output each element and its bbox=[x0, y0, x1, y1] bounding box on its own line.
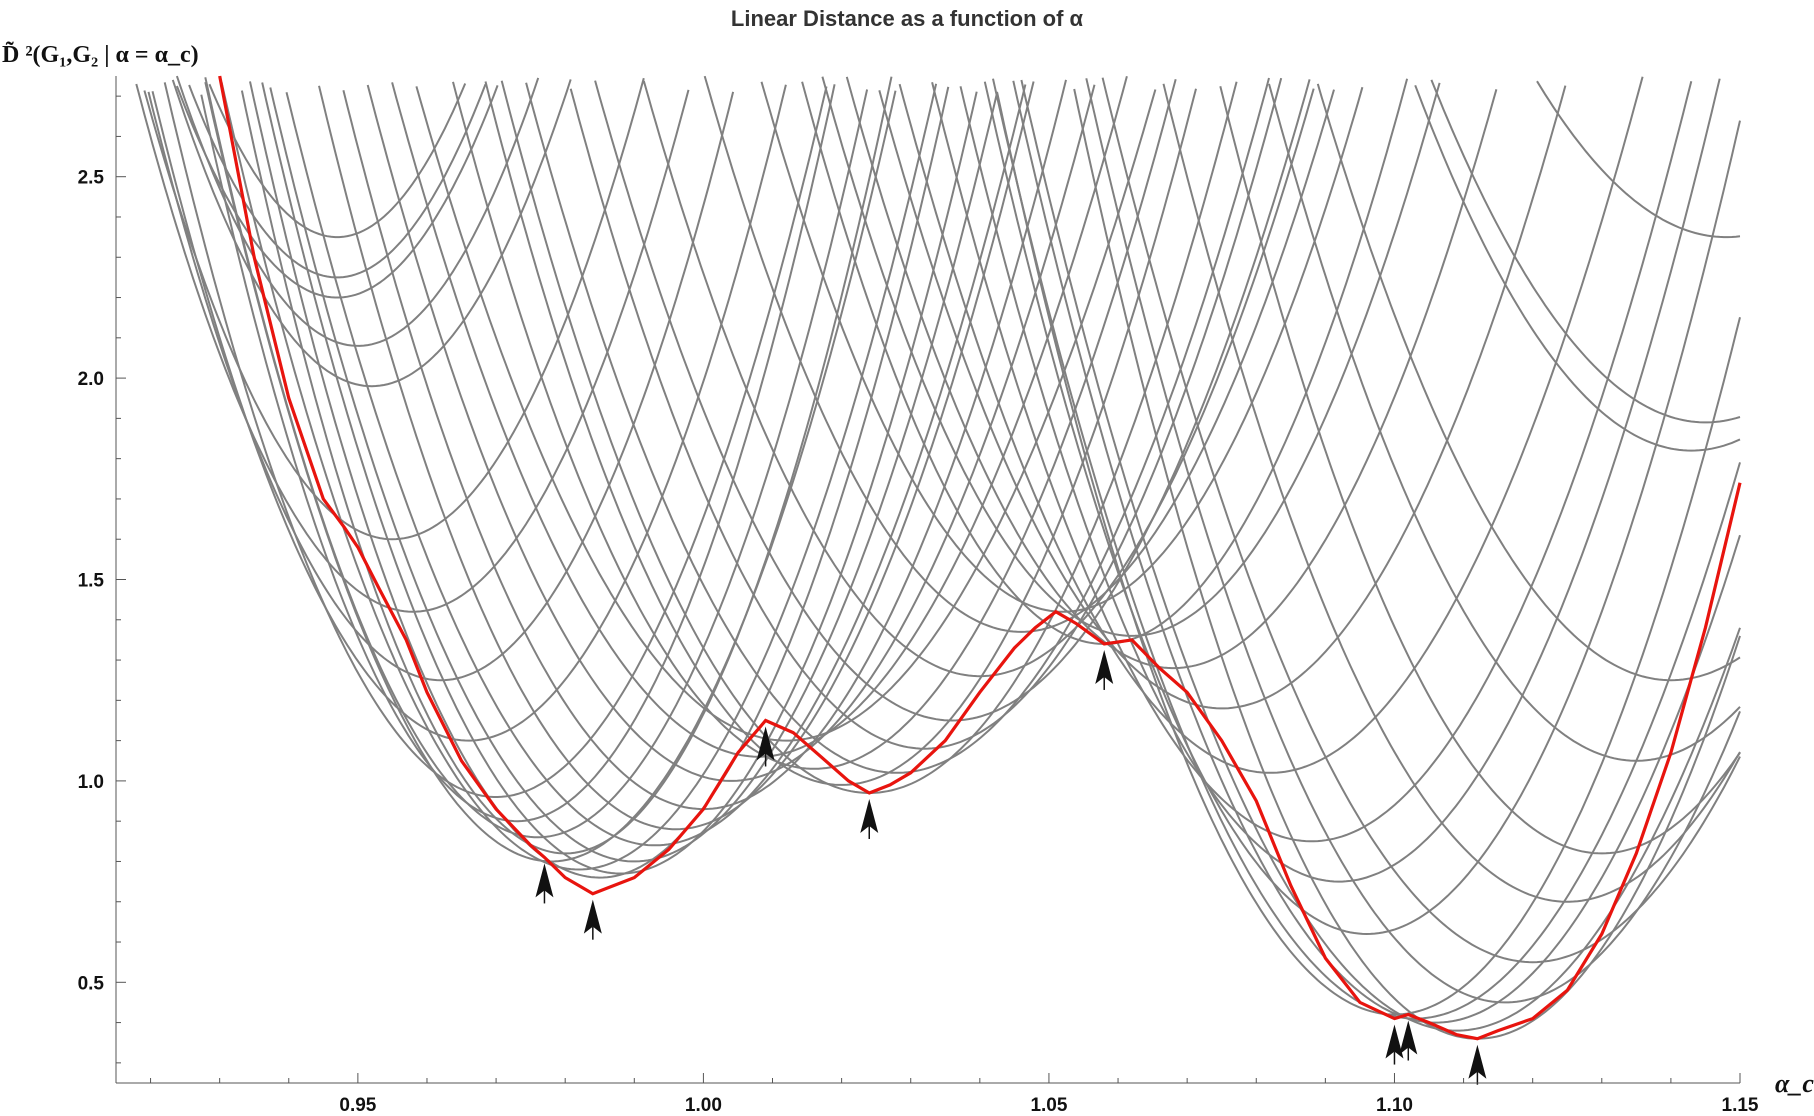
gray-curve bbox=[1085, 78, 1741, 1004]
gray-curve bbox=[135, 83, 690, 613]
gray-curve bbox=[261, 82, 978, 875]
gray-curve bbox=[285, 84, 1027, 847]
gray-curve bbox=[1316, 83, 1741, 682]
gray-curve bbox=[269, 87, 998, 863]
y-tick-label: 2.5 bbox=[78, 168, 105, 189]
gray-curve bbox=[415, 86, 1157, 742]
x-tick-label: 1.15 bbox=[1722, 1095, 1759, 1116]
gray-curve bbox=[1268, 83, 1741, 762]
gray-curve bbox=[594, 79, 1311, 722]
gray-curve bbox=[318, 81, 1035, 831]
gray-curve bbox=[821, 76, 1441, 637]
gray-curve bbox=[525, 77, 1270, 774]
minimum-arrow bbox=[756, 726, 775, 767]
x-tick-label: 1.10 bbox=[1376, 1095, 1413, 1116]
gray-curve bbox=[204, 77, 869, 839]
gray-curve bbox=[366, 84, 1096, 782]
gray-curve bbox=[801, 78, 1409, 645]
x-tick-label: 1.05 bbox=[1030, 1095, 1067, 1116]
gray-curve bbox=[1430, 79, 1741, 424]
y-tick-label: 2.0 bbox=[78, 369, 104, 390]
gray-curve bbox=[1536, 80, 1741, 239]
gray-curve bbox=[220, 82, 938, 871]
gray-curve bbox=[1162, 83, 1741, 903]
x-axis-ticks: 0.95 1.00 1.05 1.10 1.15 bbox=[150, 1073, 1759, 1116]
gray-curve bbox=[845, 76, 1498, 670]
y-tick-label: 1.0 bbox=[78, 772, 104, 793]
x-tick-label: 1.00 bbox=[685, 1095, 722, 1116]
gray-curve bbox=[163, 82, 828, 798]
y-axis-label: D̃ ²(G₁,G₂ | α = α_c) bbox=[2, 42, 199, 68]
x-tick-label: 0.95 bbox=[339, 1095, 376, 1116]
gray-curve bbox=[1073, 88, 1741, 1040]
minimum-arrow bbox=[583, 899, 602, 940]
gray-curve bbox=[983, 81, 1741, 936]
chart-title: Linear Distance as a function of α bbox=[731, 6, 1084, 31]
gray-curve bbox=[188, 83, 487, 279]
minimum-arrow bbox=[1399, 1020, 1418, 1061]
gray-curve bbox=[204, 81, 897, 863]
gray-curve bbox=[1219, 86, 1741, 855]
gray-curve bbox=[931, 80, 1693, 843]
gray-curve bbox=[484, 81, 1197, 786]
gray-curve bbox=[1012, 80, 1741, 1024]
y-tick-label: 1.5 bbox=[78, 571, 105, 592]
y-axis-ticks: 0.5 1.0 1.5 2.0 2.5 bbox=[78, 95, 126, 1064]
minimum-arrow bbox=[535, 863, 554, 904]
gray-curve bbox=[703, 75, 1335, 633]
gray-curve bbox=[452, 78, 1177, 770]
minimum-arrow bbox=[1468, 1044, 1487, 1085]
gray-curve bbox=[760, 81, 1364, 613]
gray-curve bbox=[959, 78, 1721, 883]
gray-curve bbox=[569, 77, 1283, 750]
parabola-curves bbox=[135, 75, 1741, 1040]
gray-curve bbox=[1101, 77, 1741, 964]
gray-curve bbox=[240, 76, 893, 855]
minimum-arrow bbox=[860, 798, 879, 839]
gray-curve bbox=[898, 76, 1644, 774]
minimum-arrow bbox=[1385, 1024, 1404, 1065]
minima-arrows bbox=[535, 649, 1487, 1085]
gray-curve bbox=[208, 83, 467, 239]
x-axis-label: α_c bbox=[1775, 1069, 1814, 1098]
gray-curve bbox=[878, 85, 1567, 710]
gray-curve bbox=[175, 85, 499, 299]
gray-curve bbox=[143, 77, 645, 541]
envelope-series-line bbox=[218, 75, 1742, 1041]
minimum-arrow bbox=[1095, 649, 1114, 690]
gray-curve bbox=[200, 84, 836, 823]
gray-curve bbox=[175, 75, 540, 347]
gray-curve bbox=[996, 91, 1741, 1016]
y-tick-label: 0.5 bbox=[78, 973, 105, 994]
gray-curve bbox=[249, 81, 950, 879]
gray-curve bbox=[1414, 84, 1741, 452]
gray-curve bbox=[151, 84, 787, 742]
gray-curve bbox=[1020, 79, 1741, 1032]
gray-curve bbox=[171, 79, 572, 388]
gray-curve bbox=[642, 80, 1315, 678]
